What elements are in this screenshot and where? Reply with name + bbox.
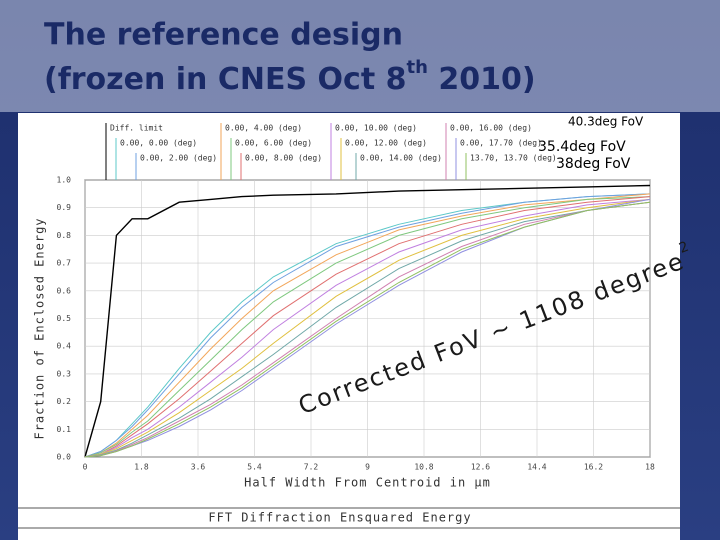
legend-label: 0.00, 16.00 (deg) [450, 124, 532, 133]
legend-label: 13.70, 13.70 (deg) [470, 154, 557, 163]
slide-title: (frozen in CNES Oct 8th 2010) [44, 57, 536, 97]
series-line [84, 198, 651, 458]
chart-title: FFT Diffraction Ensquared Energy [208, 511, 471, 525]
title-text: 2010) [428, 62, 536, 97]
x-tick-label: 7.2 [304, 463, 319, 472]
y-axis-label: Fraction of Enclosed Energy [33, 217, 47, 439]
y-tick-label: 0.2 [57, 397, 72, 406]
legend-label: 0.00, 17.70 (deg) [460, 139, 542, 148]
x-tick-label: 1.8 [134, 463, 149, 472]
x-tick-label: 9 [365, 463, 370, 472]
y-tick-label: 0.6 [57, 286, 72, 295]
x-tick-label: 10.8 [414, 463, 433, 472]
series-line [84, 196, 651, 458]
series-line [84, 193, 651, 458]
y-tick-label: 0.9 [57, 203, 72, 212]
legend-label: 0.00, 0.00 (deg) [120, 139, 197, 148]
x-tick-label: 5.4 [247, 463, 262, 472]
y-tick-label: 0.1 [57, 425, 72, 434]
legend-label: Diff. limit [110, 124, 163, 133]
y-tick-label: 0.5 [57, 314, 72, 323]
x-tick-label: 12.6 [471, 463, 490, 472]
legend-label: 0.00, 10.00 (deg) [335, 124, 417, 133]
series-line [84, 201, 651, 458]
annotation: 35.4deg FoV [538, 139, 626, 155]
series-line [84, 193, 651, 458]
chart: 0.0 0.1 0.2 0.3 0.4 0.5 0.6 0.7 0.8 0.9 1.0 0 1.8 3.6… [18, 115, 693, 529]
x-axis-label: Half Width From Centroid in µm [244, 476, 491, 490]
legend-label: 0.00, 4.00 (deg) [225, 124, 302, 133]
title-superscript: th [406, 57, 427, 78]
series-line [84, 198, 651, 458]
legend-label: 0.00, 6.00 (deg) [235, 139, 312, 148]
y-tick-label: 0.8 [57, 231, 72, 240]
series-line [84, 184, 651, 458]
legend-label: 0.00, 14.00 (deg) [360, 154, 442, 163]
legend-label: 0.00, 12.00 (deg) [345, 139, 427, 148]
y-tick-label: 0.7 [57, 259, 72, 268]
x-tick-label: 18 [645, 463, 655, 472]
x-tick-label: 14.4 [527, 463, 546, 472]
series-line [84, 201, 651, 458]
title-text: (frozen in CNES Oct 8 [44, 62, 406, 97]
slide-title: The reference design [44, 18, 403, 53]
y-tick-label: 1.0 [57, 176, 72, 185]
annotation: 38deg FoV [556, 156, 631, 172]
banner [0, 0, 720, 112]
series-line [84, 193, 651, 458]
fov-note-superscript: 2 [677, 238, 693, 257]
x-tick-label: 0 [83, 463, 88, 472]
series-line [84, 201, 651, 458]
legend-label: 0.00, 2.00 (deg) [140, 154, 217, 163]
y-tick-label: 0.4 [57, 342, 72, 351]
annotation: 40.3deg FoV [568, 115, 644, 129]
legend-label: 0.00, 8.00 (deg) [245, 154, 322, 163]
series-line [84, 196, 651, 458]
y-tick-label: 0.3 [57, 369, 72, 378]
x-tick-label: 16.2 [584, 463, 603, 472]
y-tick-label: 0.0 [57, 453, 72, 462]
x-tick-label: 3.6 [191, 463, 206, 472]
